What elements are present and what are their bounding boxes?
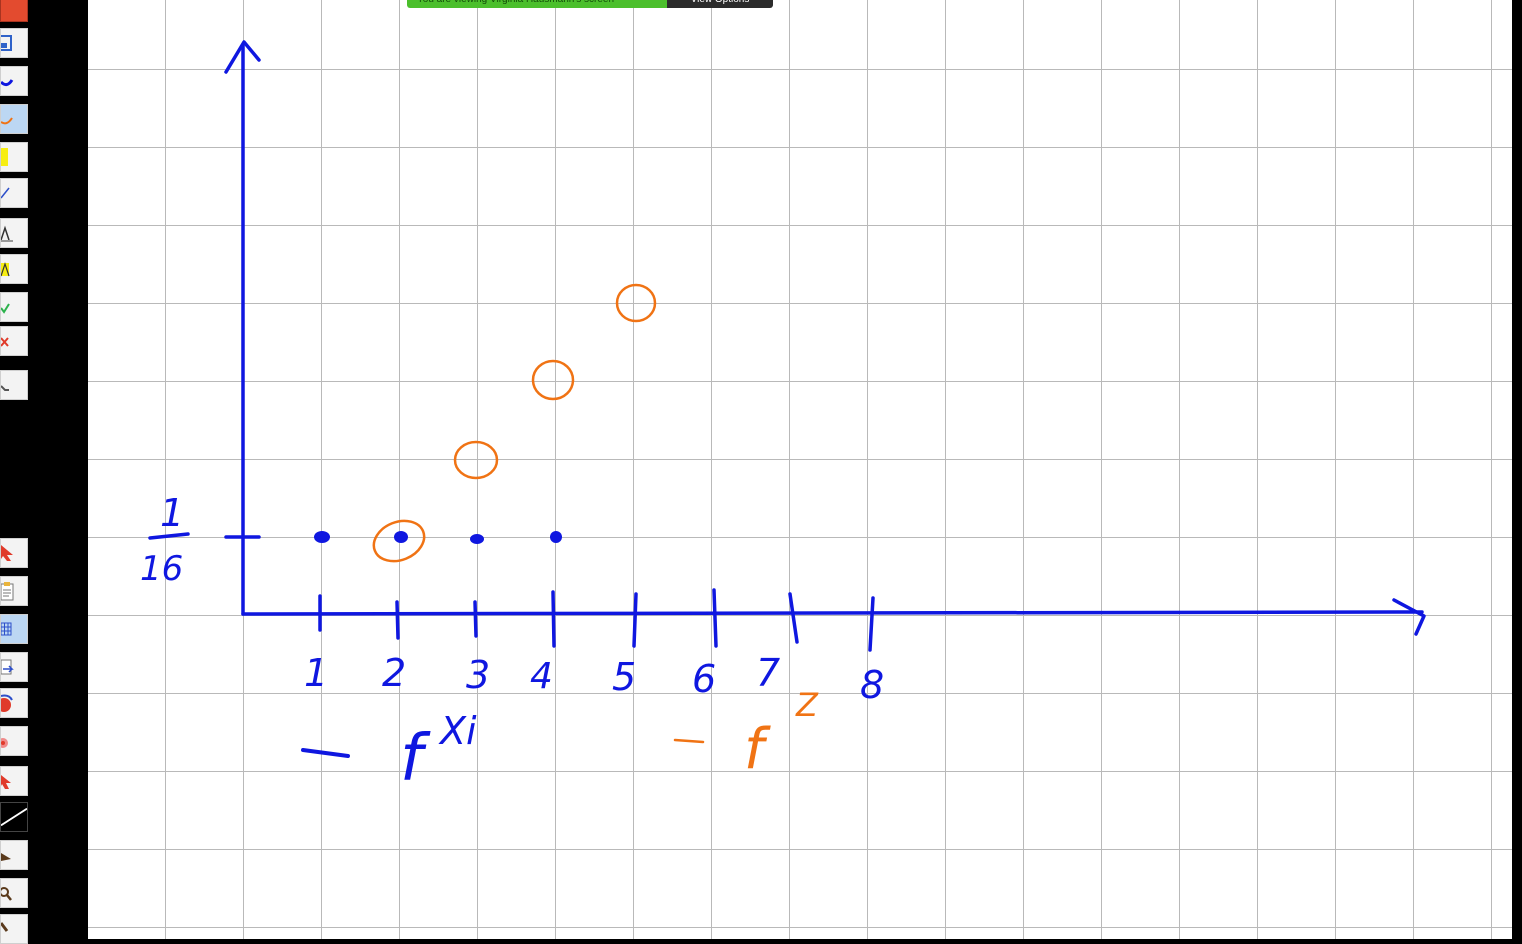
view-options-button[interactable]: View Options (667, 0, 773, 8)
stamp-icon[interactable] (0, 840, 28, 870)
x-tick-6 (712, 588, 718, 648)
legend-blue-dash (301, 748, 350, 758)
x-tick-label-1: 1 (304, 651, 328, 695)
legend-orange-f: f (744, 717, 771, 782)
whiteboard-canvas[interactable] (88, 0, 1512, 939)
legend-blue-superscript: Xi (438, 709, 477, 753)
clipboard-icon[interactable] (0, 576, 28, 606)
x-tick-label-2: 2 (382, 651, 406, 695)
x-tick-7 (788, 592, 799, 644)
text-icon[interactable] (0, 218, 28, 248)
x-tick-5 (632, 592, 638, 648)
close-tool-icon[interactable] (0, 0, 28, 22)
x-tick-8 (868, 596, 875, 652)
record-icon[interactable] (0, 726, 28, 756)
eraser-icon[interactable] (0, 370, 28, 400)
y-tick-label-numerator: 1 (160, 491, 184, 535)
highlighter-yellow-icon[interactable] (0, 142, 28, 172)
x-tick-label-3: 3 (466, 653, 490, 697)
pen-orange-icon[interactable] (0, 104, 28, 134)
blue-point-2 (394, 531, 408, 543)
x-tick-2 (395, 600, 400, 640)
x-tick-label-7: 7 (756, 651, 780, 695)
text-highlight-icon[interactable] (0, 254, 28, 284)
annotation-toolbar (0, 0, 30, 944)
share-status-text: You are viewing Virginia Hausmann's scre… (407, 0, 667, 8)
pen-blue-icon[interactable] (0, 66, 28, 96)
fraction-bar (148, 532, 190, 540)
arrow-icon[interactable] (0, 766, 28, 796)
spotlight-icon[interactable] (0, 688, 28, 718)
x-axis-line (241, 610, 1424, 616)
y-tick-label-denominator: 16 (140, 549, 183, 589)
legend-orange-dash (673, 738, 705, 744)
orange-point-3 (453, 440, 499, 480)
orange-point-4 (531, 359, 575, 401)
x-tick-3 (473, 600, 478, 638)
window-edge (1512, 0, 1522, 939)
export-icon[interactable] (0, 652, 28, 682)
legend-orange-superscript: Z (795, 686, 819, 724)
legend-blue-f: f (400, 722, 431, 796)
x-tick-label-8: 8 (860, 663, 884, 707)
line-icon[interactable] (0, 178, 28, 208)
pointer-red-icon[interactable] (0, 538, 28, 568)
x-tick-label-4: 4 (530, 656, 553, 697)
search-icon[interactable] (0, 878, 28, 908)
orange-point-5 (615, 283, 657, 323)
cross-icon[interactable] (0, 326, 28, 356)
x-tick-label-5: 5 (612, 655, 636, 699)
check-icon[interactable] (0, 292, 28, 322)
save-icon[interactable] (0, 28, 28, 58)
blue-point-4 (550, 531, 562, 543)
grid-icon[interactable] (0, 614, 28, 644)
x-axis-arrowhead (1392, 598, 1426, 636)
slash-icon[interactable] (0, 802, 28, 832)
orange-point-2 (372, 519, 426, 563)
x-tick-label-6: 6 (692, 657, 716, 701)
screen-share-banner: You are viewing Virginia Hausmann's scre… (407, 0, 773, 8)
y-axis-arrowhead (224, 40, 261, 74)
x-tick-4 (551, 590, 556, 648)
blue-point-3 (470, 534, 484, 544)
blue-point-1 (314, 531, 330, 543)
